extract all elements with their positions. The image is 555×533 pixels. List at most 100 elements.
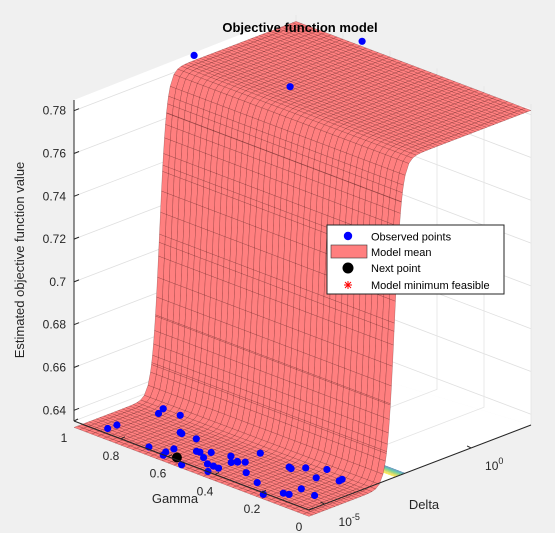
surface-patch xyxy=(292,186,300,205)
surface-patch xyxy=(169,350,178,365)
surface-patch xyxy=(316,302,324,319)
surface-patch xyxy=(387,208,395,225)
surface-patch xyxy=(196,184,204,207)
surface-patch xyxy=(282,379,290,396)
surface-patch xyxy=(388,298,396,324)
observed-point xyxy=(323,465,331,474)
surface-patch xyxy=(346,193,354,210)
z-axis-label: Estimated objective function value xyxy=(12,162,27,359)
surface-patch xyxy=(256,314,264,338)
surface-patch xyxy=(358,408,367,425)
surface-patch xyxy=(361,354,370,378)
surface-patch xyxy=(322,304,330,321)
surface-patch xyxy=(269,177,277,197)
surface-patch xyxy=(243,330,251,351)
surface-patch xyxy=(177,117,185,132)
surface-patch xyxy=(387,328,395,346)
surface-patch xyxy=(209,171,217,186)
observed-point xyxy=(253,479,261,487)
surface-patch xyxy=(351,329,359,354)
surface-patch xyxy=(247,144,255,159)
surface-patch xyxy=(264,282,271,299)
surface-patch xyxy=(162,153,170,168)
gamma-tick-label: 0 xyxy=(296,520,303,533)
surface-patch xyxy=(339,324,347,349)
surface-patch xyxy=(194,345,202,363)
surface-patch xyxy=(375,204,384,221)
surface-patch xyxy=(358,317,365,335)
surface-patch xyxy=(161,298,169,320)
observed-points-layer xyxy=(104,37,366,500)
surface-patch xyxy=(173,175,181,199)
surface-patch xyxy=(344,348,352,371)
surface-patch xyxy=(204,153,212,172)
surface-patch xyxy=(193,255,201,272)
legend-box xyxy=(326,224,505,295)
legend[interactable]: Observed points Model mean Next point Mo… xyxy=(326,224,505,295)
surface-patch xyxy=(187,133,196,150)
surface-patch xyxy=(317,272,326,297)
surface-patch xyxy=(198,271,206,296)
surface-patch xyxy=(171,115,179,130)
surface-patch xyxy=(186,266,194,291)
surface-patch xyxy=(334,308,342,326)
surface-patch xyxy=(263,295,271,320)
surface-patch xyxy=(172,303,181,324)
gamma-tick-label: 0.4 xyxy=(197,484,214,498)
surface-patch xyxy=(199,257,207,275)
surface-patch xyxy=(195,204,203,229)
surface-patch xyxy=(216,157,224,177)
observed-point xyxy=(227,458,235,467)
surface-patch xyxy=(262,317,270,340)
surface-patch xyxy=(376,193,385,208)
surface-patch xyxy=(270,374,279,391)
surface-patch xyxy=(203,294,211,318)
surface-patch xyxy=(241,243,249,268)
surface-patch xyxy=(283,237,291,262)
z-tick-mark xyxy=(73,365,80,368)
surface-patch xyxy=(255,334,263,356)
surface-patch xyxy=(232,305,240,329)
surface-patch xyxy=(341,179,349,194)
surface-patch xyxy=(370,190,379,205)
surface-patch xyxy=(234,150,243,168)
surface-patch xyxy=(214,191,222,214)
surface-patch xyxy=(212,232,220,257)
delta-tick-mark xyxy=(320,501,325,505)
surface-patch xyxy=(247,245,255,271)
surface-patch xyxy=(281,392,289,407)
surface-patch xyxy=(230,344,238,362)
surface-patch xyxy=(314,337,323,360)
surface-patch xyxy=(211,262,219,279)
surface-patch xyxy=(310,193,318,212)
surface-patch xyxy=(223,146,231,163)
surface-patch xyxy=(276,256,285,282)
observed-point xyxy=(311,491,319,500)
surface-patch xyxy=(346,313,354,330)
surface-patch xyxy=(327,199,336,219)
surface-patch xyxy=(208,188,216,212)
surface-patch xyxy=(207,208,215,233)
surface-patch xyxy=(275,390,283,405)
surface-patch xyxy=(235,361,243,378)
surface-patch xyxy=(228,148,237,165)
surface-patch xyxy=(164,124,172,141)
surface-patch xyxy=(325,361,333,382)
gamma-ticks: 1 0.8 0.6 0.4 0.2 0 xyxy=(61,418,314,533)
surface-patch xyxy=(308,226,316,250)
surface-patch xyxy=(265,358,274,376)
surface-patch xyxy=(191,164,199,179)
surface-patch xyxy=(218,340,227,358)
surface-patch xyxy=(336,384,344,402)
surface-patch xyxy=(161,171,169,194)
observed-point xyxy=(259,490,267,498)
surface-patch xyxy=(189,329,197,347)
surface-patch xyxy=(276,377,284,394)
gamma-tick-label: 0.6 xyxy=(150,467,167,481)
legend-next-marker xyxy=(342,262,354,274)
surface-patch xyxy=(305,297,313,315)
surface-patch xyxy=(173,283,182,307)
surface-patch xyxy=(378,381,386,402)
observed-point xyxy=(192,435,200,443)
surface-patch xyxy=(214,319,222,340)
